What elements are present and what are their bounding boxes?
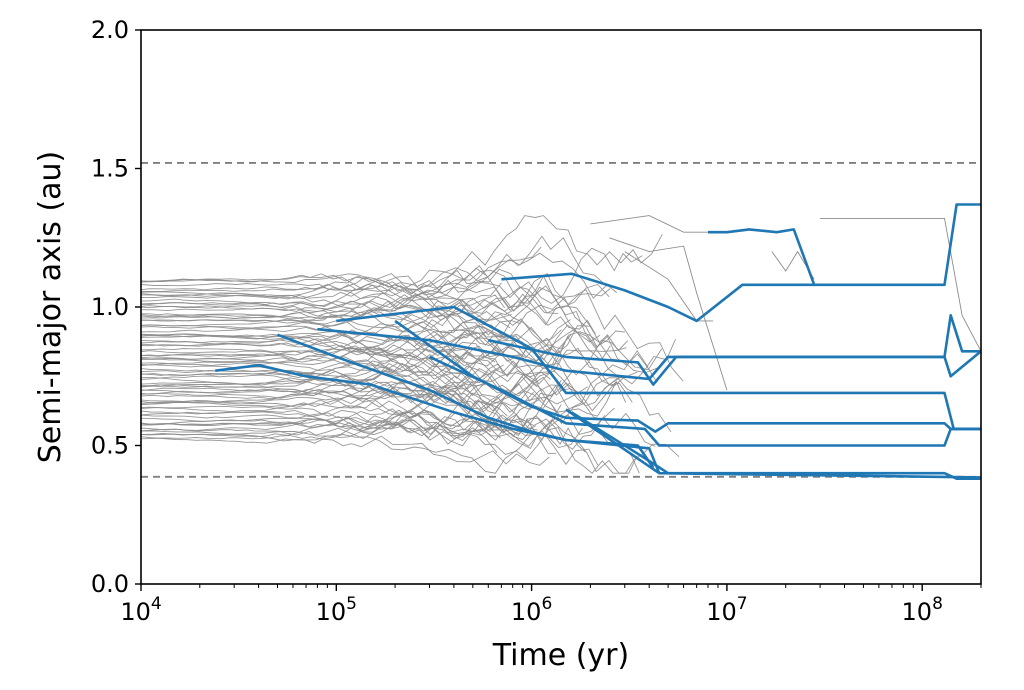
series-line-6 — [488, 338, 982, 386]
background-path — [140, 273, 629, 352]
background-path — [140, 283, 610, 337]
x-tick-label: 108 — [902, 594, 943, 626]
y-tick-label: 0.5 — [91, 432, 129, 460]
x-tick-label: 105 — [316, 594, 357, 626]
x-axis-title: Time (yr) — [492, 638, 629, 673]
background-path — [140, 252, 617, 320]
x-tick-label: 107 — [706, 594, 747, 626]
background-path — [140, 284, 542, 319]
background-path — [141, 282, 502, 318]
background-path — [140, 289, 552, 351]
series-line-3 — [394, 319, 981, 433]
background-path — [140, 413, 498, 453]
background-path — [140, 362, 616, 412]
x-tick-label: 104 — [120, 594, 161, 626]
y-tick-label: 2.0 — [91, 16, 129, 44]
background-path — [140, 430, 599, 474]
series-line-10 — [277, 333, 655, 469]
series-line-7 — [501, 203, 981, 323]
series-line-8 — [708, 228, 816, 286]
x-tick-label: 106 — [511, 594, 552, 626]
background-path — [140, 324, 641, 425]
background-path — [140, 435, 550, 466]
background-path — [140, 268, 559, 317]
background-path — [140, 311, 672, 433]
y-tick-label: 1.5 — [91, 155, 129, 183]
background-path — [140, 375, 640, 474]
background-path — [140, 410, 501, 439]
background-path — [140, 335, 508, 417]
background-path — [140, 364, 547, 421]
background-path — [140, 267, 488, 292]
background-path — [140, 297, 626, 348]
background-path — [140, 310, 511, 352]
background-path — [140, 362, 571, 415]
background-path — [140, 246, 542, 309]
background-path — [140, 413, 538, 447]
background-path — [140, 273, 591, 359]
background-path — [140, 320, 521, 352]
background-path — [140, 319, 663, 385]
series-line-5 — [317, 313, 981, 381]
background-path — [609, 237, 728, 391]
series-line-4 — [336, 305, 981, 431]
background-path — [140, 265, 684, 382]
y-tick-label: 1.0 — [91, 293, 129, 321]
background-path — [140, 416, 638, 474]
highlighted-series — [215, 203, 982, 481]
background-path — [140, 382, 589, 442]
background-path — [140, 321, 488, 349]
background-path — [820, 217, 982, 352]
background-path — [141, 294, 506, 323]
y-axis-title: Semi-major axis (au) — [33, 151, 68, 464]
background-path — [140, 309, 627, 364]
y-tick-label: 0.0 — [91, 570, 129, 598]
series-line-1 — [570, 411, 981, 481]
background-path — [140, 346, 496, 366]
background-path — [590, 215, 718, 233]
background-path — [140, 346, 492, 380]
background-path — [140, 340, 638, 387]
ticks: 0.0 0.5 1.0 1.5 2.0 104 105 106 107 108 — [91, 16, 982, 626]
background-path — [140, 348, 680, 474]
background-path — [140, 341, 514, 371]
